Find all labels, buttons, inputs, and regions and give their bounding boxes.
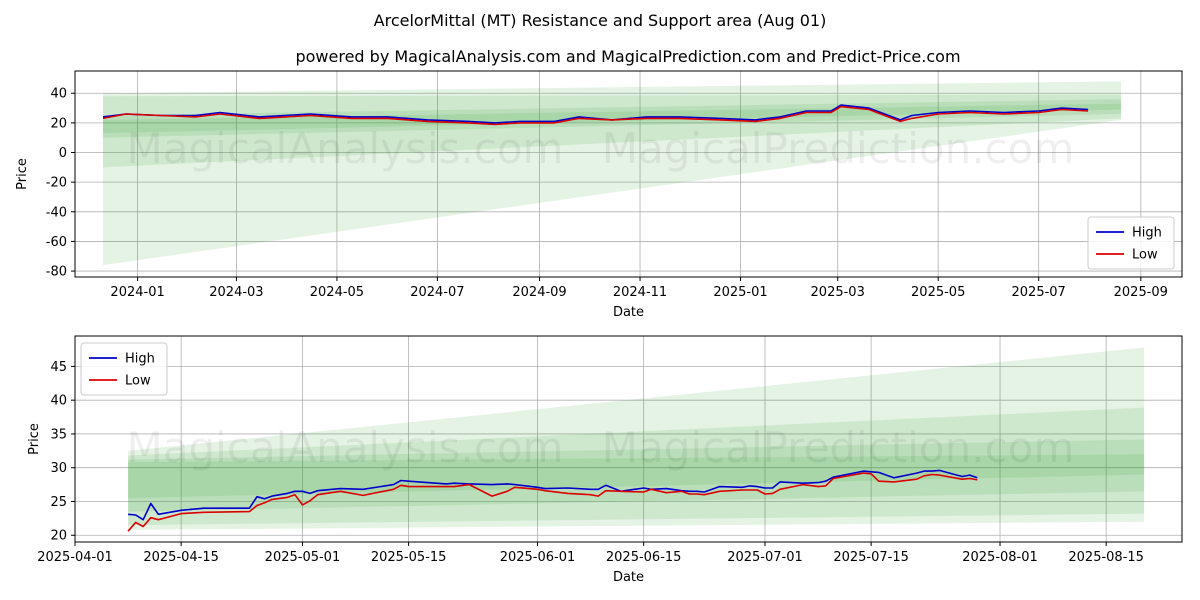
x-tick-label: 2025-05 bbox=[911, 285, 965, 300]
x-tick-label: 2024-05 bbox=[310, 285, 364, 300]
x-tick-label: 2025-07 bbox=[1012, 285, 1066, 300]
axes-frame bbox=[74, 335, 1183, 543]
y-tick-label: 35 bbox=[50, 427, 67, 442]
chart-title: ArcelorMittal (MT) Resistance and Suppor… bbox=[374, 11, 827, 30]
x-tick-label: 2025-03 bbox=[811, 285, 865, 300]
legend-box bbox=[80, 342, 168, 396]
y-tick-label: 40 bbox=[50, 87, 67, 102]
y-tick-label: 25 bbox=[50, 495, 67, 510]
support-resistance-band bbox=[103, 94, 1122, 168]
watermark-magicalanalysis: MagicalAnalysis.com bbox=[127, 124, 564, 173]
x-tick-label: 2025-09 bbox=[1114, 285, 1168, 300]
top-price-panel: MagicalAnalysis.com MagicalPrediction.com… bbox=[15, 70, 1183, 320]
series-line-low bbox=[102, 105, 1089, 126]
x-tick-label: 2025-08-01 bbox=[962, 550, 1038, 565]
support-resistance-band bbox=[128, 347, 1145, 530]
support-resistance-band bbox=[103, 103, 1122, 134]
legend-label-low: Low bbox=[125, 374, 151, 389]
legend-label-high: High bbox=[1132, 226, 1162, 241]
x-tick-label: 2025-07-15 bbox=[833, 550, 909, 565]
legend: High Low bbox=[80, 342, 168, 396]
x-axis-label: Date bbox=[613, 305, 644, 320]
y-tick-label: 20 bbox=[50, 529, 67, 544]
x-tick-label: 2025-06-01 bbox=[500, 550, 576, 565]
support-resistance-band bbox=[128, 407, 1145, 526]
x-tick-label: 2025-01 bbox=[713, 285, 767, 300]
x-tick-label: 2024-11 bbox=[613, 285, 667, 300]
y-tick-label: 40 bbox=[50, 394, 67, 409]
x-axis-label: Date bbox=[613, 570, 644, 585]
y-axis-label: Price bbox=[15, 158, 30, 190]
y-tick-label: 0 bbox=[59, 146, 67, 161]
x-tick-label: 2025-04-15 bbox=[143, 550, 219, 565]
x-tick-label: 2025-08-15 bbox=[1068, 550, 1144, 565]
x-tick-label: 2024-01 bbox=[110, 285, 164, 300]
watermark-magicalprediction: MagicalPrediction.com bbox=[602, 423, 1075, 472]
y-tick-label: -20 bbox=[46, 176, 67, 191]
x-tick-label: 2024-07 bbox=[410, 285, 464, 300]
legend-label-low: Low bbox=[1132, 248, 1158, 263]
series-line-low bbox=[127, 472, 978, 532]
legend-label-high: High bbox=[125, 352, 155, 367]
x-tick-label: 2025-06-15 bbox=[606, 550, 682, 565]
y-tick-label: -60 bbox=[46, 235, 67, 250]
x-tick-label: 2025-07-01 bbox=[727, 550, 803, 565]
legend: High Low bbox=[1087, 216, 1175, 270]
series-line-high bbox=[102, 104, 1089, 124]
x-tick-label: 2025-05-15 bbox=[371, 550, 447, 565]
x-tick-label: 2024-03 bbox=[209, 285, 263, 300]
support-resistance-band bbox=[103, 81, 1122, 266]
legend-box bbox=[1087, 216, 1175, 270]
watermark-magicalprediction: MagicalPrediction.com bbox=[602, 124, 1075, 173]
x-tick-label: 2025-05-01 bbox=[265, 550, 341, 565]
series-line-high bbox=[128, 469, 978, 521]
chart-subtitle: powered by MagicalAnalysis.com and Magic… bbox=[295, 47, 960, 66]
y-tick-label: 20 bbox=[50, 116, 67, 131]
y-axis-label: Price bbox=[27, 423, 42, 455]
x-tick-label: 2024-09 bbox=[512, 285, 566, 300]
y-tick-label: 45 bbox=[50, 360, 67, 375]
y-tick-label: -40 bbox=[46, 205, 67, 220]
bottom-zoomed-panel: MagicalAnalysis.com MagicalPrediction.com… bbox=[27, 335, 1183, 585]
support-resistance-band bbox=[128, 439, 1145, 512]
axes-frame bbox=[74, 70, 1183, 278]
y-tick-label: 30 bbox=[50, 461, 67, 476]
y-tick-label: -80 bbox=[46, 265, 67, 280]
x-tick-label: 2025-04-01 bbox=[37, 550, 113, 565]
watermark-magicalanalysis: MagicalAnalysis.com bbox=[127, 423, 564, 472]
